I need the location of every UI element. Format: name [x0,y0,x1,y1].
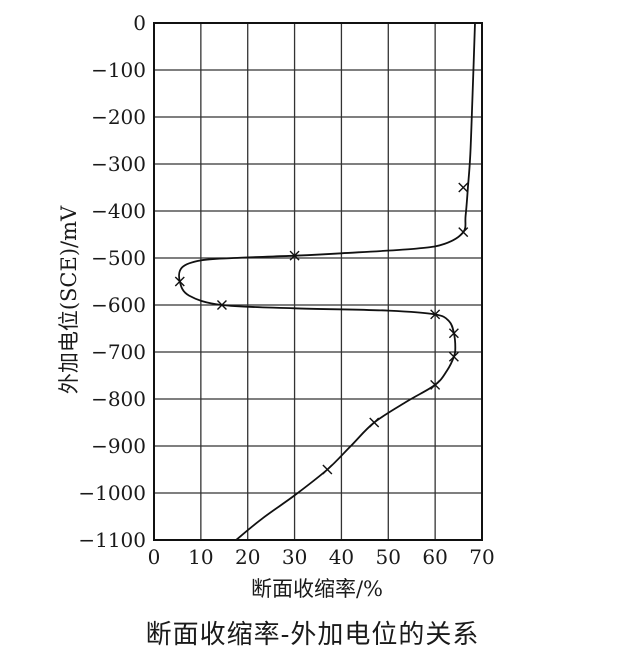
data-points [174,182,469,475]
y-tick-label: −100 [91,58,146,82]
data-point-marker [448,328,459,339]
marker-stroke [458,182,469,193]
y-tick-label: −500 [91,246,146,270]
figure-caption: 断面收缩率-外加电位的关系 [145,620,480,650]
y-tick-label: −600 [91,293,146,317]
plot-frame [153,22,483,541]
y-tick-label: −700 [91,340,146,364]
y-tick-label: −400 [91,199,146,223]
y-tick-label: −800 [91,387,146,411]
x-tick-label: 30 [282,545,307,569]
marker-stroke [458,227,469,238]
y-tick-label: −200 [91,105,146,129]
x-tick-label: 50 [376,545,401,569]
grid-lines [153,22,483,541]
fit-curve [178,23,476,540]
chart: 0 −100 −200 −300 −400 −500 −600 −700 −800 −900 −10… [57,11,495,600]
data-point-marker [369,417,380,428]
marker-stroke [430,309,441,320]
marker-stroke [430,379,441,390]
x-axis-title: 断面收缩率/% [251,577,383,600]
marker-stroke [448,351,459,362]
y-tick-label: −900 [91,434,146,458]
data-point-marker [458,227,469,238]
y-tick-label: −1100 [78,528,146,552]
data-point-marker [430,379,441,390]
curve-layer [178,23,476,540]
y-tick-label: −1000 [78,481,146,505]
x-tick-label: 10 [188,545,213,569]
x-tick-label: 0 [148,545,161,569]
data-point-marker [430,309,441,320]
plot-border [153,22,483,541]
data-point-marker [174,276,185,287]
data-point-marker [322,464,333,475]
y-tick-label: 0 [133,11,146,35]
marker-stroke [216,300,227,310]
marker-stroke [322,464,333,475]
x-tick-label: 70 [469,545,494,569]
data-point-marker [458,182,469,193]
marker-stroke [369,417,380,428]
y-tick-labels: 0 −100 −200 −300 −400 −500 −600 −700 −800 −900 −10… [78,11,146,552]
x-tick-label: 40 [329,545,354,569]
marker-stroke [174,276,185,287]
data-point-marker [448,351,459,362]
data-point-marker [289,250,300,261]
y-axis-title: 外加电位(SCE)/mV [57,205,81,394]
y-tick-label: −300 [91,152,146,176]
x-tick-labels: 0 10 20 30 40 50 60 70 [148,545,495,569]
data-point-marker [216,300,227,310]
x-tick-label: 20 [235,545,260,569]
marker-stroke [448,328,459,339]
marker-stroke [289,250,300,261]
x-tick-label: 60 [422,545,447,569]
